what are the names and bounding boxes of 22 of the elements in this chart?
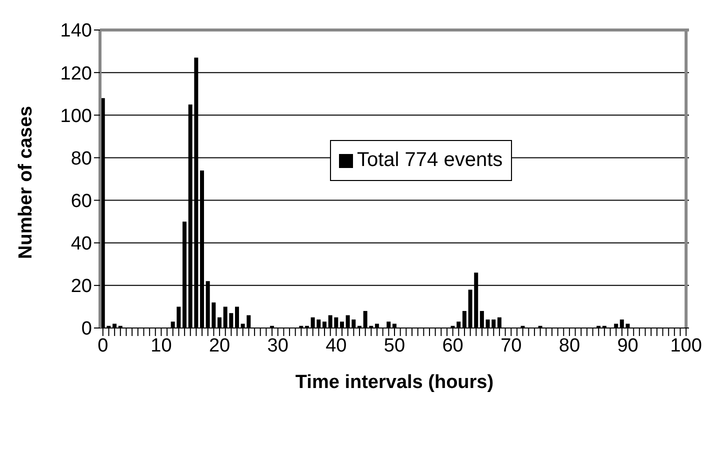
x-tick-label: 60 — [442, 335, 464, 356]
legend-label: Total 774 events — [356, 149, 503, 172]
y-tick-label: 0 — [81, 318, 92, 340]
y-tick-label: 40 — [70, 234, 92, 255]
x-tick-label: 70 — [500, 335, 522, 356]
y-tick-label: 100 — [60, 106, 92, 127]
y-tick-label: 80 — [70, 148, 92, 170]
y-tick-label: 140 — [60, 20, 92, 42]
x-tick-label: 80 — [558, 335, 580, 356]
y-tick-label: 60 — [70, 191, 92, 212]
y-tick-label: 20 — [70, 276, 92, 298]
x-tick-label: 20 — [208, 335, 230, 356]
x-axis-title: Time intervals (hours) — [295, 372, 494, 393]
x-tick-label: 40 — [326, 335, 347, 356]
y-tick-label: 120 — [60, 63, 92, 84]
x-tick-label: 50 — [384, 335, 406, 356]
y-axis-title: Number of cases — [16, 106, 37, 259]
x-tick-label: 100 — [670, 335, 702, 356]
x-tick-label: 10 — [150, 335, 172, 356]
x-tick-label: 30 — [267, 335, 288, 356]
x-tick-label: 90 — [617, 335, 638, 356]
x-tick-label: 0 — [98, 335, 108, 356]
